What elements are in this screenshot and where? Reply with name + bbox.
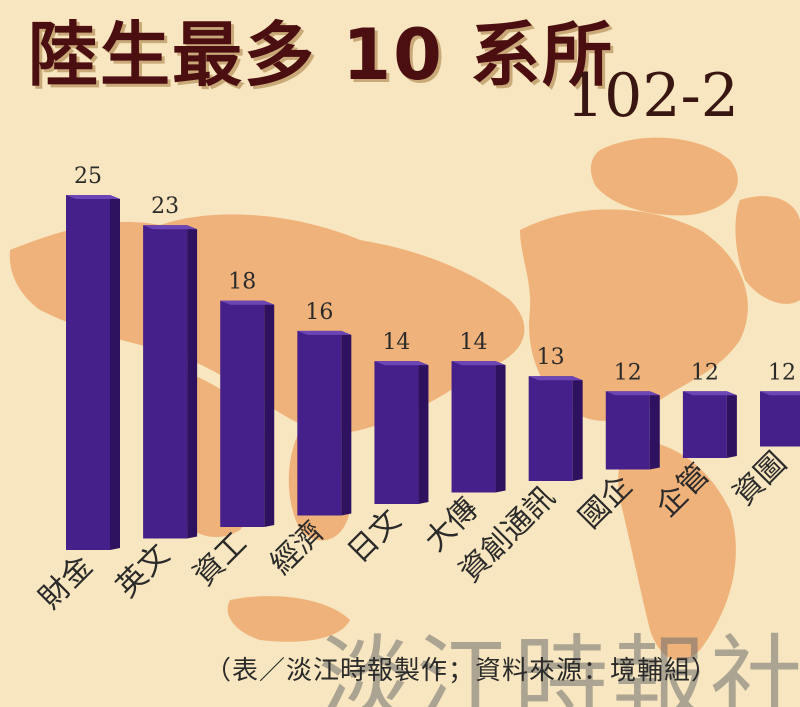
bar [220, 300, 275, 527]
bar [605, 391, 660, 470]
value-labels: 25 23 18 16 14 14 13 12 12 12 [74, 164, 796, 385]
chart-title: 陸生最多 10 系所 [28, 14, 615, 96]
bar [143, 225, 198, 539]
watermark: 淡江時報社 [318, 626, 800, 707]
chart-subtitle: 102-2 [566, 61, 739, 131]
source-note: （表／淡江時報製作；資料來源：境輔組） [205, 656, 719, 686]
bar [297, 330, 352, 516]
bar [374, 361, 429, 504]
value-label: 13 [537, 345, 565, 370]
value-label: 23 [151, 194, 179, 219]
value-label: 14 [382, 330, 410, 355]
bar [682, 391, 737, 458]
value-label: 12 [691, 360, 719, 385]
category-label: 財金 [32, 549, 99, 616]
value-label: 16 [305, 300, 333, 325]
value-label: 12 [614, 360, 642, 385]
value-label: 25 [74, 164, 102, 189]
value-label: 12 [768, 360, 796, 385]
value-label: 14 [460, 330, 488, 355]
bar [528, 376, 583, 481]
value-label: 18 [228, 270, 256, 295]
bar-series [66, 195, 800, 550]
bar [760, 391, 800, 447]
category-label: 資創通訊 [453, 480, 563, 590]
bar [66, 195, 120, 550]
bar [451, 361, 506, 493]
